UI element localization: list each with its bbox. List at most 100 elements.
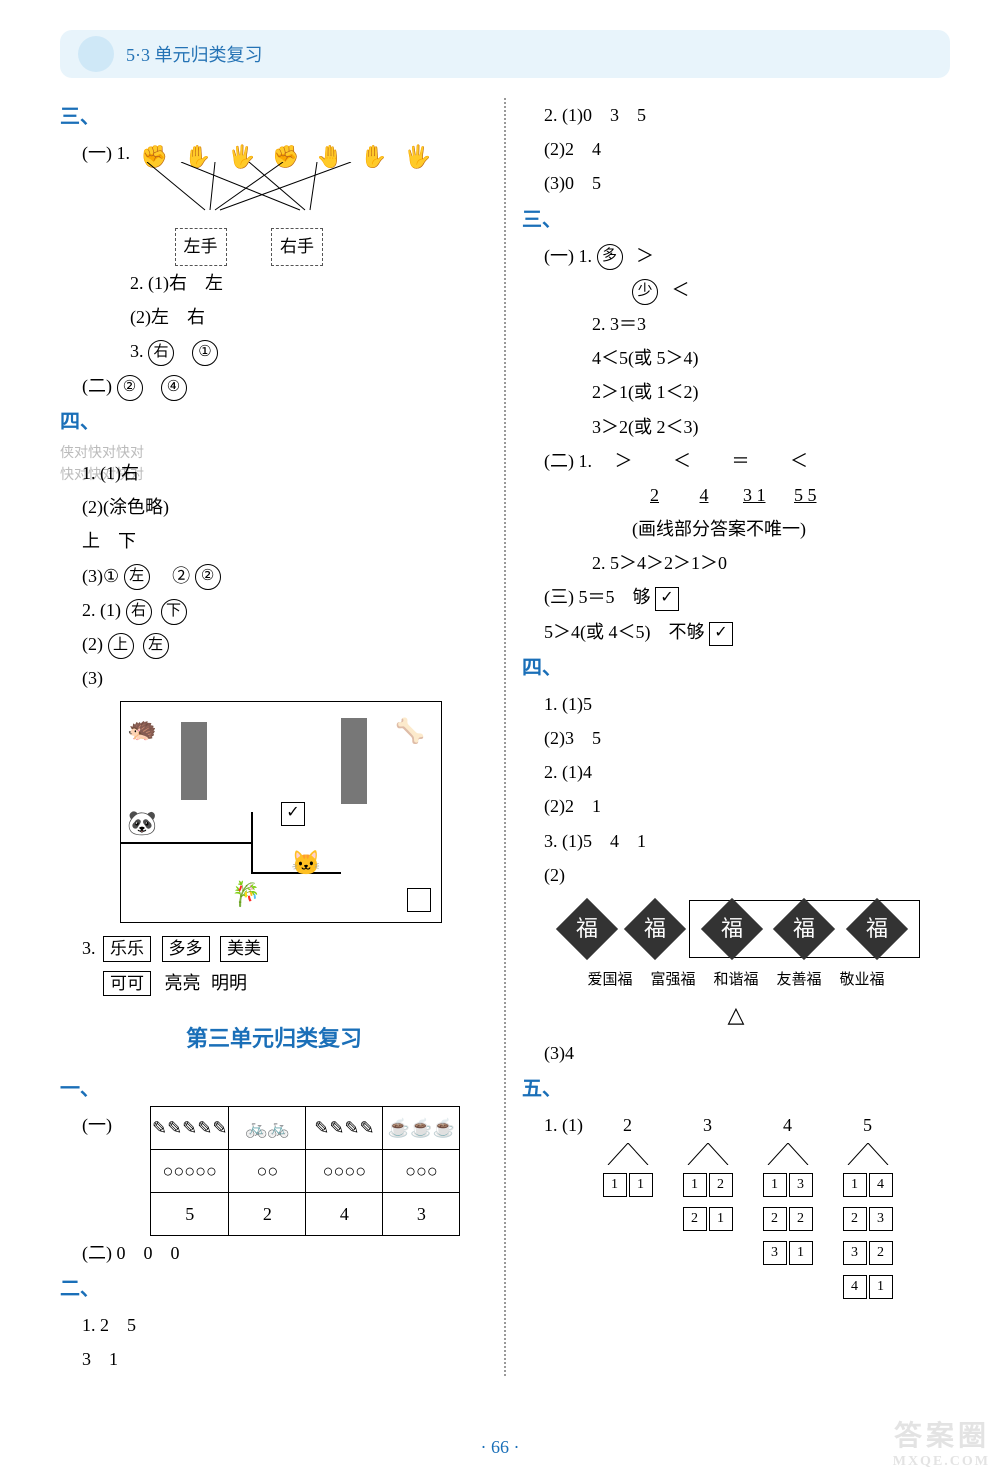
table-cell: 5 [151,1192,229,1235]
q4-2-2: (2) 上 左 [60,627,488,661]
q4-1-2: (2)(涂色略) [60,490,488,524]
circled-answer: 左 [124,564,150,590]
text: (2) [82,634,103,654]
split-box: 2 [683,1207,707,1231]
section-1: 一、 [60,1070,488,1108]
r-section-5: 五、 [522,1070,950,1108]
r3-2a: 2. 3＝3 [522,307,950,341]
text: 5 5 [794,485,817,505]
text: ＜ [790,451,808,471]
bamboo-icon: 🎋 [231,873,261,919]
right-column: 2. (1)0 3 5 (2)2 4 (3)0 5 三、 (一) 1. 多 ＞ … [522,98,950,1376]
maze-empty-box [407,888,431,912]
q3-2: (二) ② ④ [60,369,488,403]
split-box: 3 [763,1241,787,1265]
text: 5＞4(或 4＜5) 不够 [544,622,709,642]
avatar-icon [78,36,114,72]
circled-answer: 上 [108,633,134,659]
table-cell: ○○ [229,1149,306,1192]
r-section-3: 三、 [522,201,950,239]
q4-1-2b: 上 下 [60,524,488,558]
maze-diagram: 🦔 🦴 ✓ 🐼 🐱 🎋 [120,701,442,923]
name-box: 乐乐 [103,936,151,962]
split-box: 1 [603,1173,627,1197]
check-box: ✓ [709,622,733,646]
split-box: 1 [869,1275,893,1299]
name-box: 多多 [162,936,210,962]
table-cell: 3 [383,1192,460,1235]
triangle-marker: △ [522,994,950,1036]
q4-1-1: 1. (1)右 [60,456,488,490]
count-table: ✎✎✎✎✎ 🚲🚲 ✎✎✎✎ ☕☕☕ ○○○○○ ○○ ○○○○ ○○○ 5 2 … [150,1106,460,1236]
split-box: 1 [763,1173,787,1197]
circled-answer: 右 [148,340,174,366]
text: 4 [700,485,709,505]
q4-1-3: (3)① 左 ② ② [60,559,488,593]
header-title: 5·3 单元归类复习 [126,41,263,67]
text: ＝ [732,451,750,471]
bone-icon: 🦴 [395,710,425,756]
check-box: ✓ [655,587,679,611]
q2-1a: 1. 2 5 [60,1308,488,1342]
table-cell: ○○○○○ [151,1149,229,1192]
split-box: 3 [789,1173,813,1197]
r3-1a: (一) 1. 多 ＞ [522,239,950,273]
fu-label: 爱国福 [587,966,632,995]
maze-check: ✓ [281,802,305,826]
number-split: 211 [600,1108,656,1198]
r3-ii-1-nums: 2 4 3 1 5 5 [522,478,950,512]
cat-icon: 🐱 [291,842,321,888]
table-cell: 🚲🚲 [229,1106,306,1149]
text: 1. (1) [544,1115,583,1135]
hand-icon: 🖐 [404,136,431,178]
text: ＞ [615,451,633,471]
split-box: 4 [869,1173,893,1197]
fu-icon: 福 [845,898,907,960]
q4-3: 3. 乐乐 多多 美美 可可 亮亮 明明 [60,931,488,999]
column-divider [504,98,506,1376]
left-hand-box: 左手 [175,228,227,266]
q2-1b: 3 1 [60,1342,488,1376]
r4-2a: 2. (1)4 [522,755,950,789]
fu-icon: 福 [555,898,617,960]
q4-2-3-label: (3) [60,661,488,695]
number-split: 514233241 [840,1108,896,1301]
circled-answer: 多 [597,244,623,270]
fu-row: 福 福 福 福 福 [522,900,950,958]
watermark-sub: MXQE.COM [893,1454,990,1470]
r3-2c: 2＞1(或 1＜2) [522,375,950,409]
r3-2d: 3＞2(或 2＜3) [522,410,950,444]
hedgehog-icon: 🦔 [127,708,157,754]
table-cell: ○○○ [383,1149,460,1192]
text: 2 [650,485,659,505]
q4-2-1: 2. (1) 右 下 [60,593,488,627]
split-box: 1 [709,1207,733,1231]
circled-answer: 左 [143,633,169,659]
r-top-2: (2)2 4 [522,132,950,166]
r3-ii-1: (二) 1. ＞ ＜ ＝ ＜ [522,444,950,478]
number-split: 31221 [680,1108,736,1233]
text: ＞ [636,246,654,266]
text: ＜ [673,451,691,471]
split-box: 3 [843,1241,867,1265]
r3-iii-a: (三) 5＝5 够 ✓ [522,580,950,614]
fu-label: 敬业福 [840,966,885,995]
r3-2b: 4＜5(或 5＞4) [522,341,950,375]
r4-1b: (2)3 5 [522,721,950,755]
fu-label: 和谐福 [713,966,758,995]
section-2: 二、 [60,1270,488,1308]
r5-1: 1. (1) 211312214132231514233241 [522,1108,950,1301]
right-hand-box: 右手 [271,228,323,266]
r-top-3: (3)0 5 [522,166,950,200]
circled-answer: ④ [161,375,187,401]
fu-icon: 福 [623,898,685,960]
circled-answer: ② [195,564,221,590]
q-label: (一) 1. [82,143,130,163]
r-top-1: 2. (1)0 3 5 [522,98,950,132]
split-box: 2 [709,1173,733,1197]
table-cell: ✎✎✎✎✎ [151,1106,229,1149]
circled-answer: ② [117,375,143,401]
r4-3a: 3. (1)5 4 1 [522,824,950,858]
q3-1-3: 3. 右 ① [60,334,488,368]
r4-3b-label: (2) [522,858,950,892]
